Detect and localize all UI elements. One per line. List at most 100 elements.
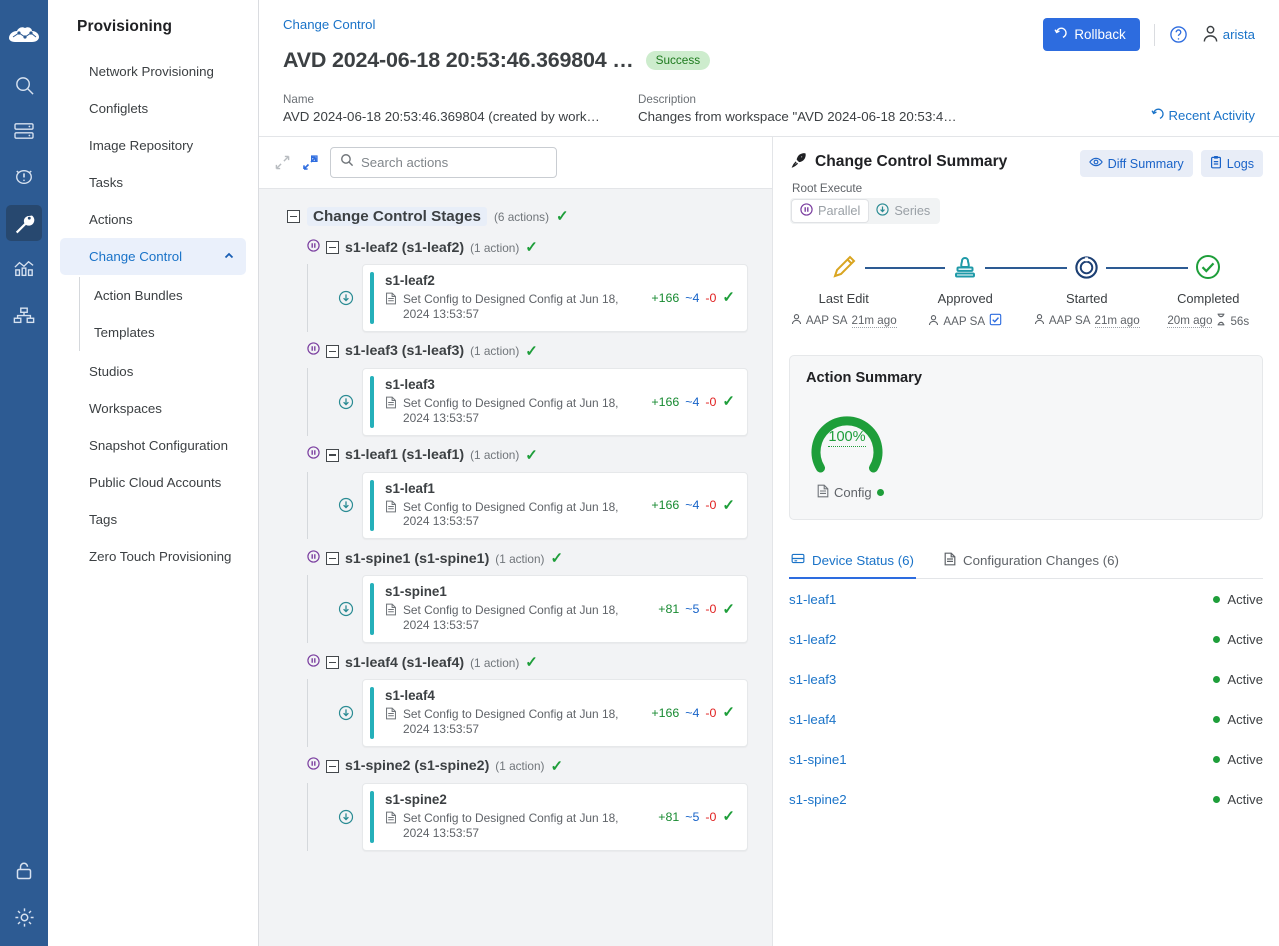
collapse-all-icon[interactable] bbox=[275, 155, 290, 170]
stage-count: (1 action) bbox=[470, 344, 520, 359]
search-input[interactable] bbox=[361, 155, 547, 170]
stage-row[interactable]: s1-leaf2 (s1-leaf2) (1 action) ✓ bbox=[259, 235, 772, 260]
sidebar-item-tags[interactable]: Tags bbox=[89, 512, 118, 527]
stages-toolbar bbox=[259, 137, 772, 189]
timeline-label: Completed bbox=[1177, 291, 1240, 306]
device-name-link[interactable]: s1-spine1 bbox=[789, 751, 847, 767]
stage-count: (1 action) bbox=[470, 240, 520, 255]
collapse-toggle-root[interactable] bbox=[287, 210, 300, 223]
device-name-link[interactable]: s1-leaf2 bbox=[789, 631, 837, 647]
device-name-link[interactable]: s1-spine2 bbox=[789, 791, 847, 807]
collapse-toggle-stage[interactable] bbox=[326, 241, 339, 254]
card-accent-bar bbox=[370, 687, 374, 739]
action-card[interactable]: s1-leaf2 Set Config to Designed Config a… bbox=[362, 264, 748, 332]
action-summary-gauge: 100% bbox=[806, 398, 888, 478]
gauge-percent-wrap: 100% bbox=[806, 398, 888, 478]
eye-icon bbox=[1088, 156, 1103, 171]
sidebar-item-actions[interactable]: Actions bbox=[89, 212, 133, 227]
series-icon[interactable] bbox=[330, 575, 362, 643]
provisioning-wrench-icon[interactable] bbox=[6, 205, 42, 241]
stage-row[interactable]: s1-leaf3 (s1-leaf3) (1 action) ✓ bbox=[259, 339, 772, 364]
icon-rail-bottom bbox=[0, 848, 48, 940]
action-description-row: Set Config to Designed Config at Jun 18,… bbox=[385, 707, 637, 737]
stage-row[interactable]: s1-leaf4 (s1-leaf4) (1 action) ✓ bbox=[259, 650, 772, 675]
stage-row[interactable]: s1-leaf1 (s1-leaf1) (1 action) ✓ bbox=[259, 443, 772, 468]
sidebar-item-configlets[interactable]: Configlets bbox=[89, 101, 149, 116]
device-name-link[interactable]: s1-leaf3 bbox=[789, 671, 837, 687]
mode-parallel[interactable]: Parallel bbox=[792, 200, 869, 222]
action-device-name: s1-leaf1 bbox=[385, 480, 435, 496]
list-item[interactable]: s1-spine1 Active bbox=[789, 739, 1263, 779]
sidebar-item-action-bundles[interactable]: Action Bundles bbox=[94, 288, 183, 303]
mode-parallel-label: Parallel bbox=[818, 204, 861, 218]
lines-modified: ~4 bbox=[685, 705, 700, 720]
list-item[interactable]: s1-spine2 Active bbox=[789, 779, 1263, 819]
diff-summary-button[interactable]: Diff Summary bbox=[1079, 150, 1193, 177]
series-icon bbox=[876, 203, 889, 219]
expand-all-icon[interactable] bbox=[302, 154, 318, 171]
recent-activity-button[interactable]: Recent Activity bbox=[1150, 107, 1255, 124]
action-card[interactable]: s1-leaf4 Set Config to Designed Config a… bbox=[362, 679, 748, 747]
list-item[interactable]: s1-leaf3 Active bbox=[789, 659, 1263, 699]
device-icon bbox=[791, 552, 805, 568]
status-dot bbox=[1213, 795, 1221, 803]
stage-row[interactable]: s1-spine2 (s1-spine2) (1 action) ✓ bbox=[259, 754, 772, 779]
person-icon bbox=[928, 314, 939, 329]
sidebar-item-zero-touch-provisioning[interactable]: Zero Touch Provisioning bbox=[89, 549, 232, 564]
rollback-button[interactable]: Rollback bbox=[1043, 18, 1140, 51]
search-icon[interactable] bbox=[6, 67, 42, 103]
arista-cloud-logo[interactable] bbox=[0, 8, 48, 62]
device-name-link[interactable]: s1-leaf4 bbox=[789, 711, 837, 727]
device-status: Active bbox=[1213, 712, 1263, 727]
sidebar-item-public-cloud-accounts[interactable]: Public Cloud Accounts bbox=[89, 475, 222, 490]
collapse-toggle-stage[interactable] bbox=[326, 344, 339, 358]
collapse-toggle-stage[interactable] bbox=[326, 552, 339, 566]
action-card[interactable]: s1-spine2 Set Config to Designed Config … bbox=[362, 782, 748, 851]
list-item[interactable]: s1-leaf4 Active bbox=[789, 699, 1263, 739]
user-menu[interactable]: arista bbox=[1202, 24, 1255, 46]
collapse-toggle-stage[interactable] bbox=[326, 759, 339, 773]
sidebar-item-change-control[interactable]: Change Control bbox=[60, 238, 246, 275]
collapse-toggle-stage[interactable] bbox=[326, 448, 339, 462]
action-description: Set Config to Designed Config at Jun 18,… bbox=[403, 499, 619, 529]
series-icon[interactable] bbox=[330, 783, 362, 851]
action-card[interactable]: s1-leaf3 Set Config to Designed Config a… bbox=[362, 367, 748, 436]
series-icon[interactable] bbox=[330, 368, 362, 436]
alerts-icon[interactable] bbox=[6, 159, 42, 195]
action-card[interactable]: s1-spine1 Set Config to Designed Config … bbox=[362, 575, 748, 643]
series-icon[interactable] bbox=[330, 679, 362, 747]
lines-modified: ~5 bbox=[685, 809, 700, 824]
sidebar-item-snapshot-configuration[interactable]: Snapshot Configuration bbox=[89, 438, 228, 453]
series-icon[interactable] bbox=[330, 264, 362, 332]
tree-root-row[interactable]: Change Control Stages (6 actions) ✓ bbox=[259, 207, 772, 226]
series-icon[interactable] bbox=[330, 472, 362, 540]
sidebar-item-workspaces[interactable]: Workspaces bbox=[89, 401, 162, 416]
devices-icon[interactable] bbox=[6, 113, 42, 149]
search-actions-box[interactable] bbox=[330, 147, 557, 178]
sidebar-item-tasks[interactable]: Tasks bbox=[89, 175, 123, 190]
settings-gear-icon[interactable] bbox=[6, 899, 42, 935]
list-item[interactable]: s1-leaf2 Active bbox=[789, 619, 1263, 659]
sidebar-item-image-repository[interactable]: Image Repository bbox=[89, 138, 194, 153]
sidebar-subnav-change-control: Action Bundles Templates bbox=[79, 277, 258, 351]
stage-row[interactable]: s1-spine1 (s1-spine1) (1 action) ✓ bbox=[259, 546, 772, 571]
breadcrumb[interactable]: Change Control bbox=[283, 17, 376, 32]
mode-series[interactable]: Series bbox=[868, 200, 938, 222]
sidebar-item-templates[interactable]: Templates bbox=[94, 325, 155, 340]
tab-configuration-changes[interactable]: Configuration Changes (6) bbox=[942, 544, 1121, 578]
action-card[interactable]: s1-leaf1 Set Config to Designed Config a… bbox=[362, 471, 748, 540]
tab-device-status[interactable]: Device Status (6) bbox=[789, 544, 916, 579]
sidebar-item-network-provisioning[interactable]: Network Provisioning bbox=[89, 64, 214, 79]
legend-dot bbox=[876, 489, 884, 496]
collapse-toggle-stage[interactable] bbox=[326, 656, 339, 669]
help-circle-icon[interactable] bbox=[1169, 25, 1188, 44]
sidebar-item-studios[interactable]: Studios bbox=[89, 364, 134, 379]
logs-button[interactable]: Logs bbox=[1200, 150, 1263, 177]
list-item[interactable]: s1-leaf1 Active bbox=[789, 579, 1263, 619]
approved-check-icon[interactable] bbox=[989, 313, 1002, 329]
dashboards-chart-icon[interactable] bbox=[6, 251, 42, 287]
unlock-icon[interactable] bbox=[6, 853, 42, 889]
device-name-link[interactable]: s1-leaf1 bbox=[789, 591, 837, 607]
topology-icon[interactable] bbox=[6, 297, 42, 333]
